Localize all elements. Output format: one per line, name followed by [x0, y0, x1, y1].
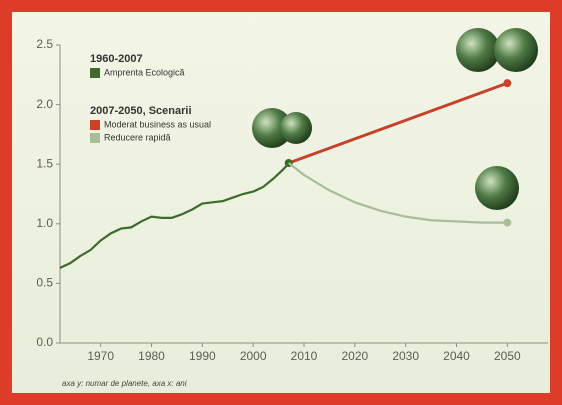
legend-swatch	[90, 68, 100, 78]
x-tick-label: 1970	[87, 349, 114, 363]
x-tick-label: 1990	[189, 349, 216, 363]
x-tick-label: 2050	[494, 349, 521, 363]
x-tick-label: 2030	[392, 349, 419, 363]
legend-label: Moderat business as usual	[104, 119, 211, 129]
globes	[252, 28, 538, 210]
x-tick-label: 1980	[138, 349, 165, 363]
x-tick-label: 2010	[291, 349, 318, 363]
y-tick-label: 2.0	[36, 97, 53, 111]
y-tick-label: 0.0	[36, 335, 53, 349]
panel	[12, 12, 550, 393]
legend-swatch	[90, 133, 100, 143]
legend-label: Amprenta Ecologică	[104, 67, 185, 77]
y-tick-label: 1.0	[36, 216, 53, 230]
end-point	[503, 218, 512, 227]
legend-heading: 1960-2007	[90, 53, 143, 65]
x-tick-label: 2040	[443, 349, 470, 363]
legend-label: Reducere rapidă	[104, 132, 171, 142]
series-line	[288, 162, 508, 224]
series-line	[288, 81, 508, 165]
y-tick-label: 2.5	[36, 37, 53, 51]
y-tick-label: 0.5	[36, 276, 53, 290]
x-tick-label: 2020	[341, 349, 368, 363]
legend-swatch	[90, 120, 100, 130]
series-line	[59, 162, 290, 269]
note: axa y: numar de planete, axa x: ani	[62, 379, 187, 388]
x-tick-label: 2000	[240, 349, 267, 363]
end-point	[503, 79, 512, 88]
y-tick-label: 1.5	[36, 156, 53, 170]
legend-heading: 2007-2050, Scenarii	[90, 105, 192, 117]
